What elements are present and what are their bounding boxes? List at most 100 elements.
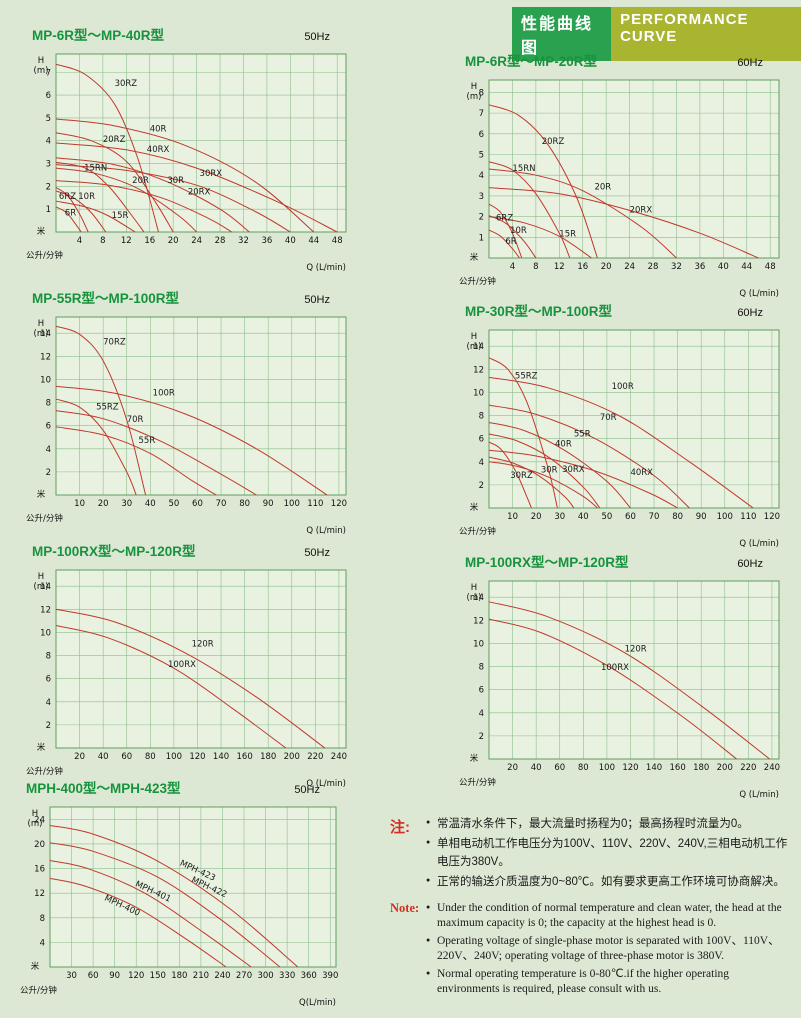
- chart-frequency: 50Hz: [304, 547, 330, 559]
- svg-text:20: 20: [74, 752, 85, 762]
- svg-text:40: 40: [718, 262, 729, 272]
- svg-text:30RX: 30RX: [200, 169, 223, 179]
- svg-text:2: 2: [46, 468, 51, 478]
- chart-panel-mp100rx-mp120r-50hz: MP-100RX型～MP-120R型 50Hz 120R 100RX 20 40 60 8…: [20, 540, 356, 799]
- svg-text:30: 30: [554, 512, 565, 522]
- svg-text:55RZ: 55RZ: [96, 402, 119, 412]
- svg-text:5: 5: [46, 114, 51, 124]
- svg-text:40: 40: [531, 763, 542, 773]
- svg-text:8: 8: [479, 88, 484, 98]
- svg-text:80: 80: [578, 763, 589, 773]
- svg-text:2: 2: [479, 481, 484, 491]
- svg-text:240: 240: [331, 752, 347, 762]
- svg-text:120: 120: [622, 763, 638, 773]
- note-item: Normal operating temperature is 0-80℃.if…: [426, 967, 794, 997]
- chart-panel-mp30r-mp100r-60hz: MP-30R型～MP-100R型 60Hz 55RZ 100R 70R 55R 40R 3…: [453, 300, 789, 559]
- svg-text:20: 20: [98, 499, 109, 509]
- svg-text:6RZ: 6RZ: [496, 214, 513, 224]
- svg-text:40: 40: [285, 236, 296, 246]
- svg-text:90: 90: [263, 499, 274, 509]
- svg-text:70: 70: [216, 499, 227, 509]
- svg-text:70RZ: 70RZ: [103, 338, 126, 348]
- svg-text:12: 12: [40, 352, 51, 362]
- svg-text:6: 6: [46, 422, 51, 432]
- svg-text:10: 10: [74, 499, 85, 509]
- svg-text:60: 60: [121, 752, 132, 762]
- notes-cn-list: 常温清水条件下，最大流量时扬程为0；最高扬程时流量为0。 单相电动机工作电压分为…: [426, 816, 794, 894]
- svg-text:12: 12: [554, 262, 565, 272]
- chart-header: MP-30R型～MP-100R型 60Hz: [453, 300, 789, 320]
- svg-text:24: 24: [191, 236, 202, 246]
- chart-header: MP-100RX型～MP-120R型 60Hz: [453, 551, 789, 571]
- header-title-chinese: 性能曲线图: [512, 7, 612, 61]
- notes-en-label: Note:: [390, 901, 420, 915]
- svg-text:80: 80: [672, 512, 683, 522]
- svg-text:7: 7: [46, 68, 51, 78]
- svg-text:H: H: [32, 809, 38, 819]
- svg-text:8: 8: [479, 663, 484, 673]
- chart-frequency: 60Hz: [737, 558, 763, 570]
- svg-text:240: 240: [764, 763, 780, 773]
- svg-text:50: 50: [601, 512, 612, 522]
- note-item: Operating voltage of single-phase motor …: [426, 934, 794, 964]
- svg-text:300: 300: [257, 971, 273, 981]
- svg-text:100: 100: [284, 499, 300, 509]
- svg-text:330: 330: [279, 971, 295, 981]
- svg-text:180: 180: [260, 752, 276, 762]
- svg-text:220: 220: [740, 763, 756, 773]
- svg-text:公升/分钟: 公升/分钟: [26, 250, 63, 261]
- svg-text:H: H: [38, 572, 44, 582]
- svg-text:10: 10: [40, 628, 51, 638]
- svg-text:10: 10: [507, 512, 518, 522]
- notes-english: Note: Under the condition of normal temp…: [390, 901, 794, 1000]
- svg-text:100R: 100R: [153, 389, 175, 399]
- svg-text:12: 12: [34, 889, 45, 899]
- svg-text:公升/分钟: 公升/分钟: [26, 513, 63, 524]
- svg-text:28: 28: [215, 236, 226, 246]
- svg-text:270: 270: [236, 971, 252, 981]
- chart-panel-mp6r-mp20r-60hz: MP-6R型～MP-20R型 60Hz 20RZ 15RN 20R 20RX 6RZ 10…: [453, 50, 789, 309]
- chart-header: MPH-400型～MPH-423型 50Hz: [14, 777, 346, 797]
- svg-text:Q (L/min): Q (L/min): [739, 289, 779, 299]
- svg-text:14: 14: [473, 342, 484, 352]
- svg-text:60: 60: [192, 499, 203, 509]
- svg-text:H: H: [471, 583, 477, 593]
- svg-text:Q (L/min): Q (L/min): [306, 263, 346, 273]
- svg-text:12: 12: [473, 365, 484, 375]
- chart-title: MP-100RX型～MP-120R型: [32, 544, 196, 559]
- svg-text:米: 米: [31, 961, 40, 972]
- svg-text:20: 20: [34, 840, 45, 850]
- svg-text:50: 50: [168, 499, 179, 509]
- svg-text:30RZ: 30RZ: [115, 79, 138, 89]
- svg-text:28: 28: [648, 262, 659, 272]
- svg-text:6: 6: [479, 435, 484, 445]
- svg-text:6R: 6R: [505, 237, 516, 247]
- svg-text:4: 4: [77, 236, 82, 246]
- chart-panel-mp100rx-mp120r-60hz: MP-100RX型～MP-120R型 60Hz 120R 100RX 20 40 60 8…: [453, 551, 789, 810]
- svg-text:90: 90: [696, 512, 707, 522]
- svg-text:10R: 10R: [510, 226, 527, 236]
- chart-frequency: 60Hz: [737, 307, 763, 319]
- svg-text:40R: 40R: [150, 125, 167, 135]
- svg-text:6R: 6R: [65, 209, 76, 219]
- svg-text:36: 36: [694, 262, 705, 272]
- svg-text:40: 40: [145, 499, 156, 509]
- chart-canvas: 30RZ 40R 20RZ 40RX 15RN 20R 30R 30RX 6RZ 10R 20RX 6…: [26, 53, 347, 273]
- chart-frequency: 50Hz: [294, 784, 320, 796]
- svg-text:390: 390: [322, 971, 338, 981]
- svg-text:120: 120: [128, 971, 144, 981]
- svg-text:H: H: [471, 332, 477, 342]
- svg-text:20: 20: [601, 262, 612, 272]
- svg-text:8: 8: [100, 236, 105, 246]
- notes-cn-label: 注:: [390, 819, 410, 836]
- svg-text:55R: 55R: [574, 429, 591, 439]
- svg-text:4: 4: [479, 458, 484, 468]
- svg-text:(m): (m): [467, 342, 482, 352]
- svg-text:公升/分钟: 公升/分钟: [459, 777, 496, 788]
- svg-text:60: 60: [88, 971, 99, 981]
- svg-text:Q (L/min): Q (L/min): [306, 526, 346, 536]
